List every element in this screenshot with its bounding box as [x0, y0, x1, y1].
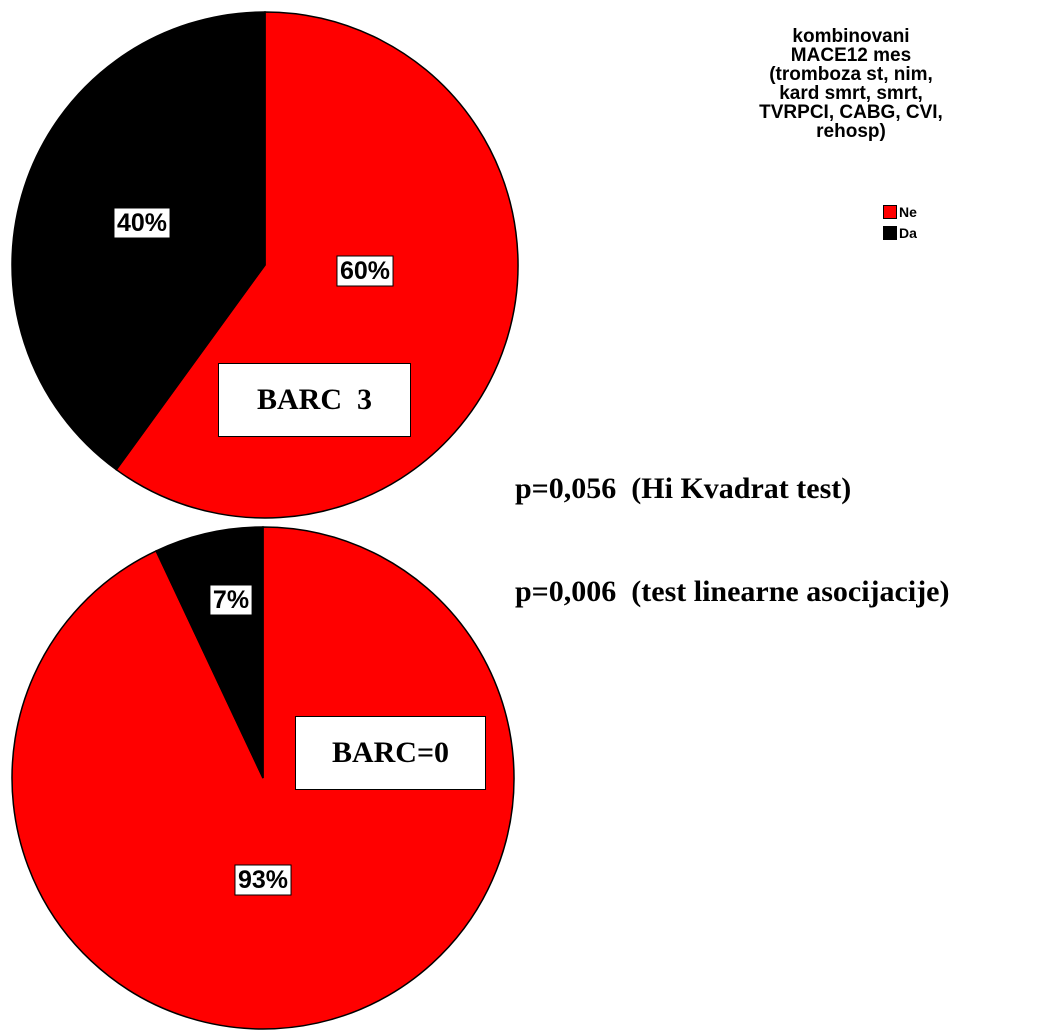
slice-data-label: 93% [238, 866, 288, 894]
legend-entry-da: Da [883, 226, 917, 241]
slice-label-box [113, 207, 171, 239]
legend-title-line: kombinovani [792, 26, 910, 47]
pie-chart-0: 60% 40% [11, 11, 519, 519]
legend-entry-ne: Ne [883, 205, 917, 220]
legend-title-line: (tromboza st, nim, [769, 64, 933, 85]
chi-square-result: p=0,056 (Hi Kvadrat test) [515, 472, 852, 505]
group-label-barc-0: BARC=0 [295, 716, 486, 790]
slice-label-box [209, 584, 253, 616]
slice-data-label: 40% [117, 209, 167, 237]
legend-title-line: MACE12 mes [790, 45, 912, 66]
legend-title-line: rehosp) [816, 121, 886, 142]
legend-label-ne: Ne [899, 204, 917, 220]
linear-association-result: p=0,006 (test linearne asocijacije) [515, 575, 950, 608]
legend-swatch-ne [883, 205, 897, 219]
slice-data-label: 7% [213, 586, 249, 614]
pie-slice-ne [115, 11, 519, 519]
legend-swatch-da [883, 226, 897, 240]
group-label-barc-3: BARC 3 [218, 363, 411, 437]
legend-label-da: Da [899, 225, 917, 241]
slice-label-box [336, 255, 394, 287]
pie-slice-da [11, 11, 266, 471]
pie-chart-1: 93% 7% [11, 526, 515, 1030]
slice-label-box [234, 864, 292, 896]
legend-title: kombinovani MACE12 mes (tromboza st, nim… [756, 27, 946, 141]
slice-data-label: 60% [340, 257, 390, 285]
legend-title-line: TVRPCI, CABG, CVI, [759, 102, 943, 123]
legend-title-line: kard smrt, smrt, [779, 83, 923, 104]
